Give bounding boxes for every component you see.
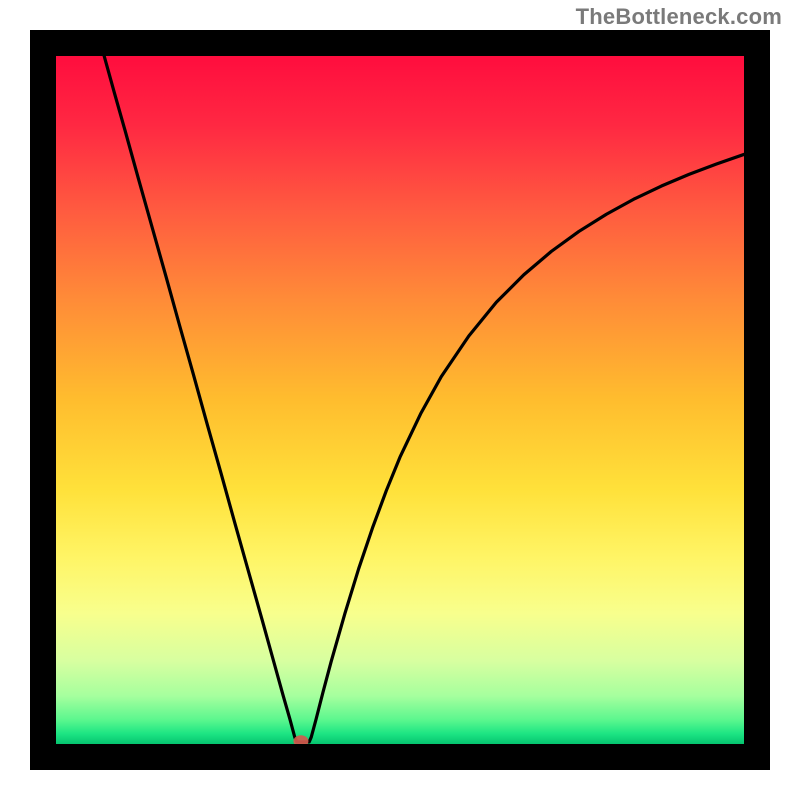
watermark-text: TheBottleneck.com xyxy=(576,4,782,30)
bottleneck-chart xyxy=(0,0,800,800)
chart-canvas: TheBottleneck.com xyxy=(0,0,800,800)
plot-background xyxy=(56,56,744,744)
